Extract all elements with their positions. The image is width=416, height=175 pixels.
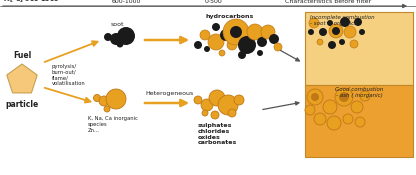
Circle shape [218, 95, 238, 115]
Circle shape [211, 111, 219, 119]
Circle shape [351, 101, 363, 113]
Circle shape [201, 99, 213, 111]
Circle shape [309, 18, 319, 28]
Circle shape [327, 116, 341, 130]
Circle shape [314, 113, 326, 125]
Circle shape [228, 109, 236, 117]
Circle shape [323, 100, 337, 114]
Text: hydrocarbons: hydrocarbons [206, 14, 254, 19]
Circle shape [343, 114, 353, 124]
Circle shape [339, 39, 345, 45]
Circle shape [354, 18, 362, 26]
Circle shape [99, 96, 109, 106]
Circle shape [319, 28, 327, 36]
Circle shape [230, 26, 242, 38]
Circle shape [305, 105, 315, 115]
Circle shape [200, 30, 210, 40]
Circle shape [234, 95, 244, 105]
Circle shape [227, 40, 237, 50]
Text: particle: particle [5, 100, 39, 109]
Circle shape [359, 29, 365, 35]
Circle shape [212, 23, 220, 31]
Circle shape [106, 89, 126, 109]
Circle shape [194, 41, 202, 49]
Circle shape [204, 46, 210, 52]
Bar [305, 85, 413, 157]
Circle shape [360, 91, 370, 101]
Circle shape [117, 27, 135, 45]
Circle shape [104, 106, 110, 112]
Polygon shape [7, 64, 37, 93]
Circle shape [339, 92, 349, 102]
Text: K, Na, Ca inorganic
species
Zn...: K, Na, Ca inorganic species Zn... [88, 116, 138, 133]
Circle shape [307, 89, 323, 105]
Circle shape [219, 50, 225, 56]
Circle shape [340, 17, 350, 27]
Text: Characteristics before filter: Characteristics before filter [285, 0, 371, 4]
Circle shape [247, 24, 263, 40]
Text: soot: soot [110, 22, 124, 27]
Circle shape [194, 96, 202, 104]
Circle shape [209, 90, 225, 106]
Circle shape [238, 51, 246, 59]
Text: $\mathbf{T_s}$[°C] 900-1500: $\mathbf{T_s}$[°C] 900-1500 [2, 0, 59, 4]
Circle shape [116, 40, 124, 47]
Circle shape [328, 41, 336, 49]
Circle shape [308, 29, 314, 35]
Circle shape [202, 110, 208, 116]
Text: Good combustion
- ash ( inorganic): Good combustion - ash ( inorganic) [335, 87, 383, 98]
Circle shape [208, 34, 224, 50]
Circle shape [238, 36, 256, 54]
Circle shape [335, 88, 353, 106]
Circle shape [257, 50, 263, 56]
Circle shape [311, 93, 319, 101]
Text: Fuel: Fuel [13, 51, 31, 60]
Circle shape [110, 33, 122, 45]
Bar [305, 12, 413, 85]
Text: sulphates
chlorides
oxides
carbonates: sulphates chlorides oxides carbonates [198, 123, 237, 145]
Circle shape [317, 39, 323, 45]
Circle shape [220, 29, 232, 41]
Text: Heterogeneous: Heterogeneous [145, 90, 193, 96]
Circle shape [269, 34, 279, 44]
Text: pyrolysis/
burn-out/
flame/
volatilisation: pyrolysis/ burn-out/ flame/ volatilisati… [52, 64, 86, 86]
Circle shape [94, 94, 101, 101]
Circle shape [261, 25, 275, 39]
Circle shape [350, 40, 358, 48]
Circle shape [329, 24, 343, 38]
Circle shape [344, 26, 356, 38]
Circle shape [223, 19, 249, 45]
Text: 0-500: 0-500 [205, 0, 223, 4]
Circle shape [257, 37, 267, 47]
Circle shape [332, 27, 340, 35]
Circle shape [355, 117, 365, 127]
Circle shape [327, 20, 333, 26]
Circle shape [274, 43, 282, 51]
Text: 600-1000: 600-1000 [112, 0, 141, 4]
Circle shape [104, 33, 112, 41]
Text: Incomplete combustion
- soot + organics: Incomplete combustion - soot + organics [310, 15, 375, 26]
